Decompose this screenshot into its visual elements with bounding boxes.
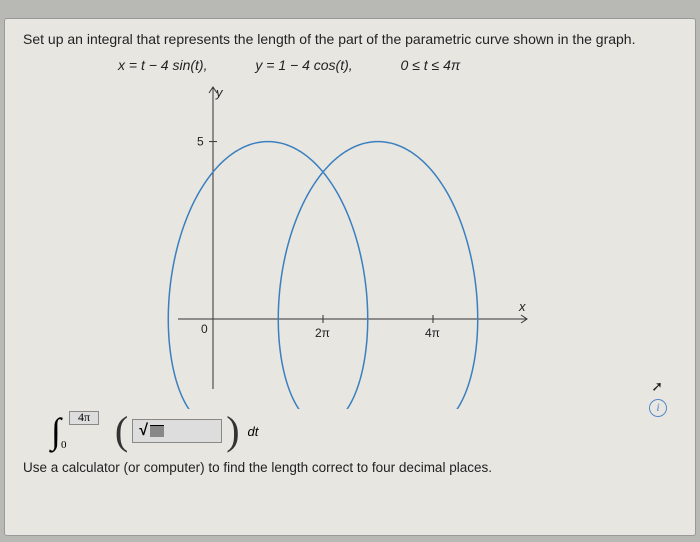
info-icon[interactable]: i xyxy=(649,399,667,417)
sqrt-icon: √ xyxy=(139,422,148,440)
upper-limit-box[interactable]: 4π xyxy=(69,411,99,425)
differential: dt xyxy=(248,424,259,439)
cursor-icon: ➚ xyxy=(651,378,663,395)
integrand-input[interactable]: √ xyxy=(132,419,222,443)
svg-text:0: 0 xyxy=(201,322,208,336)
sqrt-radicand-placeholder xyxy=(150,425,164,437)
problem-card: Set up an integral that represents the l… xyxy=(4,18,696,536)
integral-expression: ∫ 4π 0 ( √ ) dt xyxy=(51,417,677,446)
lower-limit: 0 xyxy=(61,441,67,450)
svg-text:x: x xyxy=(518,299,526,314)
svg-text:4π: 4π xyxy=(425,326,440,340)
equation-row: x = t − 4 sin(t), y = 1 − 4 cos(t), 0 ≤ … xyxy=(118,57,677,73)
integral-sign: ∫ 4π 0 xyxy=(51,417,61,446)
svg-text:2π: 2π xyxy=(315,326,330,340)
graph-region: y x 0 2π 4π 5 xyxy=(153,79,533,409)
svg-text:5: 5 xyxy=(197,135,204,149)
svg-text:y: y xyxy=(215,85,224,100)
x-equation: x = t − 4 sin(t), xyxy=(118,57,229,73)
problem-prompt: Set up an integral that represents the l… xyxy=(23,31,677,47)
calculator-instruction: Use a calculator (or computer) to find t… xyxy=(23,460,677,475)
right-paren: ) xyxy=(226,419,239,443)
left-paren: ( xyxy=(115,419,128,443)
y-equation: y = 1 − 4 cos(t), xyxy=(255,57,374,73)
t-domain: 0 ≤ t ≤ 4π xyxy=(401,57,483,73)
parametric-graph: y x 0 2π 4π 5 xyxy=(153,79,533,409)
